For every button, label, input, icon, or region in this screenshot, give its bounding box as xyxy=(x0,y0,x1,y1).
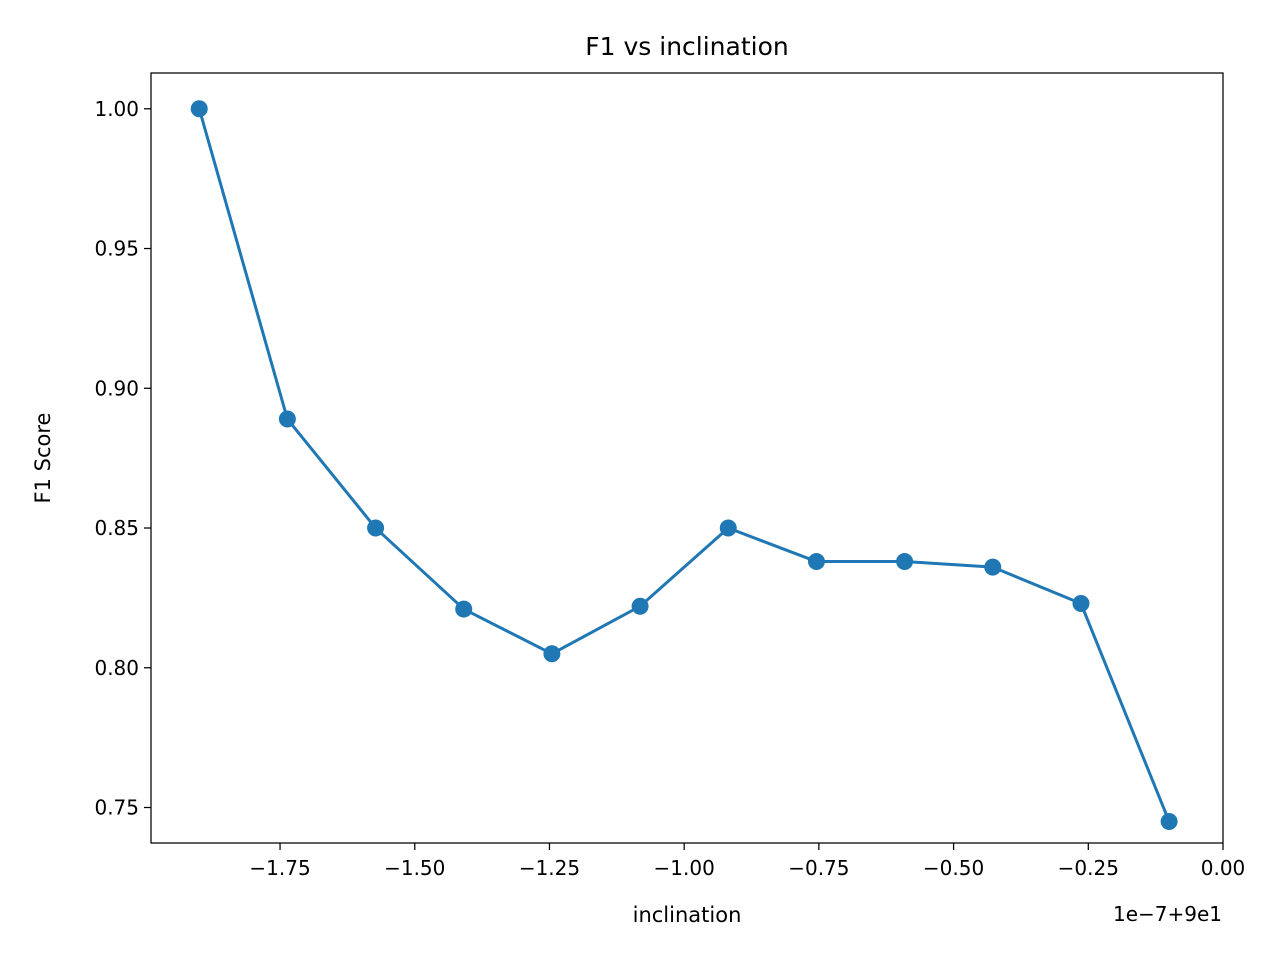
y-tick-label: 0.85 xyxy=(94,516,139,540)
data-point xyxy=(278,410,296,428)
x-tick-label: −1.75 xyxy=(249,856,310,880)
x-tick-label: −1.00 xyxy=(654,856,715,880)
data-point xyxy=(455,600,473,618)
y-tick-label: 0.80 xyxy=(94,656,139,680)
data-point xyxy=(1072,594,1090,612)
data-point xyxy=(984,558,1002,576)
data-point xyxy=(367,519,385,537)
series-layer xyxy=(190,100,1178,830)
plot-frame xyxy=(150,72,1224,844)
data-point xyxy=(719,519,737,537)
x-tick-label: −1.25 xyxy=(519,856,580,880)
plot-area xyxy=(151,73,1223,843)
y-tick-label: 0.75 xyxy=(94,796,139,820)
data-point xyxy=(190,100,208,118)
x-tick-label: −0.75 xyxy=(788,856,849,880)
series-line xyxy=(197,108,1171,823)
x-tick-label: −1.50 xyxy=(384,856,445,880)
y-tick-label: 1.00 xyxy=(94,97,139,121)
x-axis-label: inclination xyxy=(633,903,742,927)
x-tick-label: −0.50 xyxy=(923,856,984,880)
chart-title: F1 vs inclination xyxy=(585,32,788,61)
data-point xyxy=(807,553,825,571)
data-point xyxy=(631,597,649,615)
x-tick-label: −0.25 xyxy=(1058,856,1119,880)
y-tick-label: 0.95 xyxy=(94,237,139,261)
data-point xyxy=(543,645,561,663)
data-point xyxy=(896,553,914,571)
x-axis-offset-label: 1e−7+9e1 xyxy=(1113,902,1222,926)
data-point xyxy=(1160,812,1178,830)
x-axis-ticks: −1.75 −1.50 −1.25 −1.00 −0.75 −0.50 −0.25 0.00 xyxy=(249,843,1245,880)
y-axis-label: F1 Score xyxy=(31,413,55,504)
x-tick-label: 0.00 xyxy=(1201,856,1246,880)
y-axis-ticks: 0.75 0.80 0.85 0.90 0.95 1.00 xyxy=(94,97,151,820)
y-tick-label: 0.90 xyxy=(94,376,139,400)
